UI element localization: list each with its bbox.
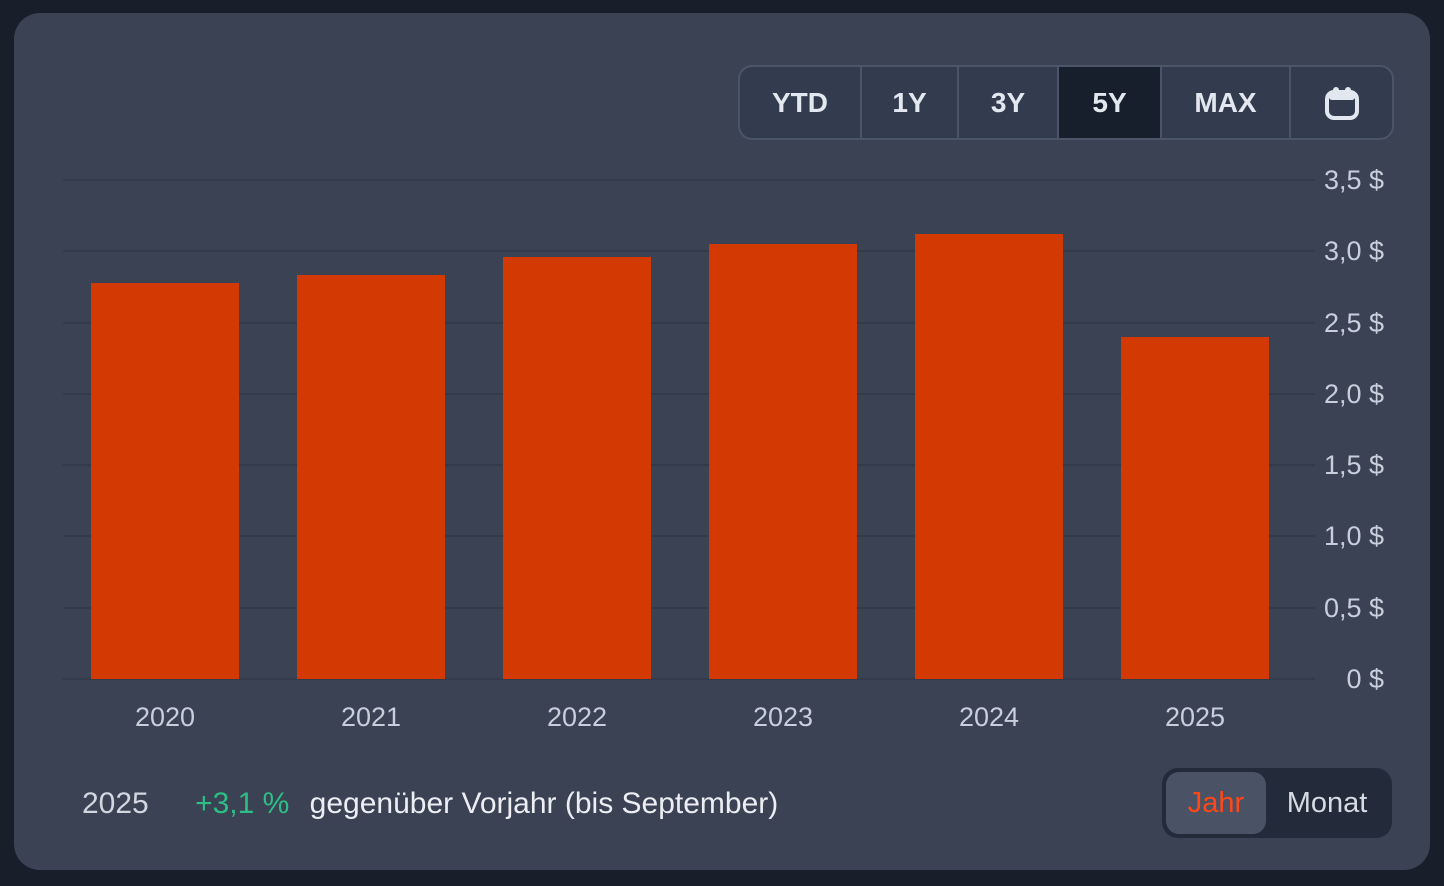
toggle-option-monat[interactable]: Monat [1286,786,1368,819]
y-axis-tick-label: 2,5 $ [1323,307,1384,338]
range-button-1y[interactable]: 1Y [860,67,957,138]
y-axis-tick-label: 1,5 $ [1323,450,1384,481]
calendar-icon [1323,84,1361,122]
y-axis-tick-label: 0,5 $ [1323,592,1384,623]
x-axis-label-2025: 2025 [1164,702,1226,732]
gridline [63,321,1315,324]
y-axis-tick-label: 0 $ [1346,664,1384,694]
range-button-5y[interactable]: 5Y [1057,67,1160,138]
x-axis-label-2024: 2024 [958,702,1020,732]
x-axis-label-2023: 2023 [752,702,814,732]
summary-description: gegenüber Vorjahr (bis September) [309,787,779,820]
y-axis-tick-label: 2,0 $ [1323,378,1384,409]
y-axis-tick-label: 3,5 $ [1323,164,1384,195]
granularity-toggle: Jahr Monat [1162,768,1392,838]
toggle-option-jahr[interactable]: Jahr [1166,772,1266,834]
bar-2023[interactable] [709,244,857,679]
gridline [63,392,1315,395]
gridline [63,464,1315,467]
summary-change: +3,1 % [195,787,290,820]
bar-2024[interactable] [915,234,1063,679]
bar-2021[interactable] [297,275,445,679]
gridline [63,606,1315,609]
dividend-chart-card: YTD 1Y 3Y 5Y MAX 0 $ 0,5 $ 1,0 $ 1,5 $ 2,0 $… [14,13,1430,870]
gridline [63,250,1315,253]
range-button-ytd[interactable]: YTD [740,67,860,138]
calendar-button[interactable] [1289,67,1392,138]
x-axis-label-2020: 2020 [134,702,196,732]
y-axis-tick-label: 3,0 $ [1323,236,1384,267]
y-axis-tick-label: 1,0 $ [1323,521,1384,552]
gridline [63,178,1315,181]
range-button-3y[interactable]: 3Y [957,67,1057,138]
gridline [63,535,1315,538]
bar-2020[interactable] [91,283,239,679]
time-range-selector: YTD 1Y 3Y 5Y MAX [738,65,1394,140]
yoy-summary: 2025 +3,1 % gegenüber Vorjahr (bis Septe… [82,783,778,825]
bar-2022[interactable] [503,257,651,679]
gridline [63,678,1315,680]
bar-2025[interactable] [1121,337,1269,679]
x-axis-label-2021: 2021 [340,702,402,732]
x-axis-label-2022: 2022 [546,702,608,732]
summary-year: 2025 [82,787,149,820]
range-button-max[interactable]: MAX [1160,67,1289,138]
